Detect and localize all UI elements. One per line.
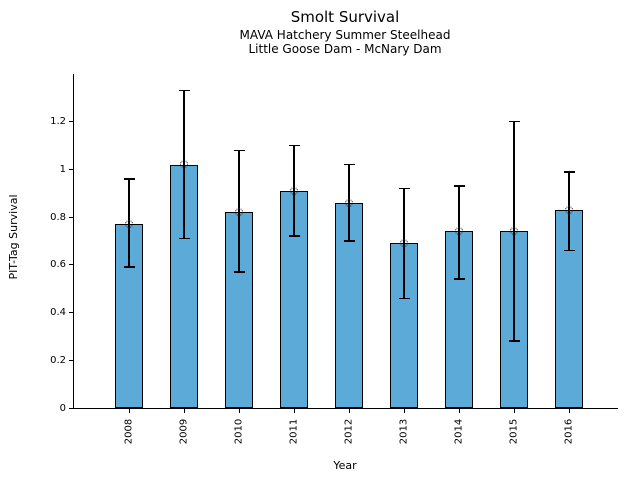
error-bar-cap-top bbox=[178, 89, 190, 92]
chart-subtitle-2: Little Goose Dam - McNary Dam bbox=[248, 42, 442, 56]
error-bar-cap-bottom bbox=[508, 340, 520, 342]
error-bar-cap-bottom bbox=[563, 249, 575, 252]
x-axis-tick bbox=[183, 409, 185, 413]
y-axis-tick bbox=[69, 407, 73, 409]
y-axis-tick bbox=[69, 312, 73, 314]
chart-subtitle-1: MAVA Hatchery Summer Steelhead bbox=[239, 28, 451, 42]
x-axis-tick-label: 2010 bbox=[233, 418, 245, 445]
x-axis-tick bbox=[293, 409, 295, 413]
error-bar-cap-top bbox=[123, 178, 135, 180]
data-point-marker bbox=[179, 160, 188, 169]
error-bar-cap-bottom bbox=[343, 240, 355, 242]
x-axis-tick bbox=[403, 409, 405, 413]
error-bar-cap-top bbox=[453, 185, 465, 187]
x-axis-tick-label: 2016 bbox=[563, 418, 575, 445]
y-axis-tick bbox=[69, 168, 73, 170]
error-bar-cap-bottom bbox=[178, 237, 190, 240]
x-axis-tick bbox=[568, 409, 570, 413]
y-axis-tick-label: 0.8 bbox=[50, 211, 66, 223]
y-axis-tick-label: 0 bbox=[59, 402, 66, 414]
error-bar-cap-bottom bbox=[123, 266, 135, 268]
y-axis-tick-label: 0.4 bbox=[50, 307, 66, 319]
error-bar-cap-top bbox=[288, 144, 300, 147]
y-axis-tick-label: 0.6 bbox=[50, 259, 66, 271]
y-axis-tick bbox=[69, 121, 73, 123]
error-bar-cap-bottom bbox=[453, 278, 465, 280]
bar bbox=[390, 243, 418, 408]
y-axis-label: PIT-Tag Survival bbox=[7, 194, 20, 280]
x-axis-tick-label: 2012 bbox=[343, 418, 355, 445]
error-bar-cap-top bbox=[233, 149, 245, 152]
x-axis-tick-label: 2014 bbox=[453, 418, 465, 445]
plot-area: 0 0.2 0.4 0.6 0.8 1 1.2 2008 2009 2010 2011 2012 201… bbox=[50, 74, 618, 444]
error-bar-cap-top bbox=[508, 120, 520, 123]
x-axis-tick-label: 2013 bbox=[398, 418, 410, 445]
y-axis-tick bbox=[69, 359, 73, 361]
y-axis-tick bbox=[69, 264, 73, 266]
x-axis-tick bbox=[458, 409, 460, 413]
data-point-marker bbox=[564, 205, 573, 214]
x-axis-tick bbox=[238, 409, 240, 413]
y-axis-tick-label: 0.2 bbox=[50, 354, 66, 366]
x-axis-tick-label: 2011 bbox=[288, 418, 300, 445]
error-bar-cap-bottom bbox=[398, 297, 410, 299]
y-axis-tick-label: 1.2 bbox=[50, 116, 66, 128]
error-bar-cap-top bbox=[398, 187, 410, 190]
error-bar-cap-top bbox=[563, 171, 575, 173]
data-point-marker bbox=[124, 220, 133, 229]
data-point-marker bbox=[344, 198, 353, 207]
y-axis-tick bbox=[69, 216, 73, 218]
x-axis-label: Year bbox=[333, 459, 357, 472]
error-bar-cap-top bbox=[343, 163, 355, 166]
y-axis-tick-label: 1 bbox=[59, 163, 66, 175]
data-point-marker bbox=[234, 208, 243, 217]
x-axis-tick bbox=[348, 409, 350, 413]
chart-title-block: Smolt Survival MAVA Hatchery Summer Stee… bbox=[73, 7, 617, 56]
x-axis-tick-label: 2008 bbox=[123, 418, 135, 445]
chart-title: Smolt Survival bbox=[290, 8, 400, 26]
error-bar-cap-bottom bbox=[233, 271, 245, 273]
data-point-marker bbox=[454, 227, 463, 236]
data-point-marker bbox=[399, 239, 408, 248]
x-axis-tick-label: 2009 bbox=[178, 418, 190, 445]
x-axis-tick bbox=[513, 409, 515, 413]
x-axis-tick bbox=[128, 409, 130, 413]
x-axis-tick-label: 2015 bbox=[508, 418, 520, 445]
data-point-marker bbox=[289, 186, 298, 195]
data-point-marker bbox=[509, 227, 518, 236]
error-bar-cap-bottom bbox=[288, 235, 300, 237]
bar bbox=[555, 209, 583, 408]
